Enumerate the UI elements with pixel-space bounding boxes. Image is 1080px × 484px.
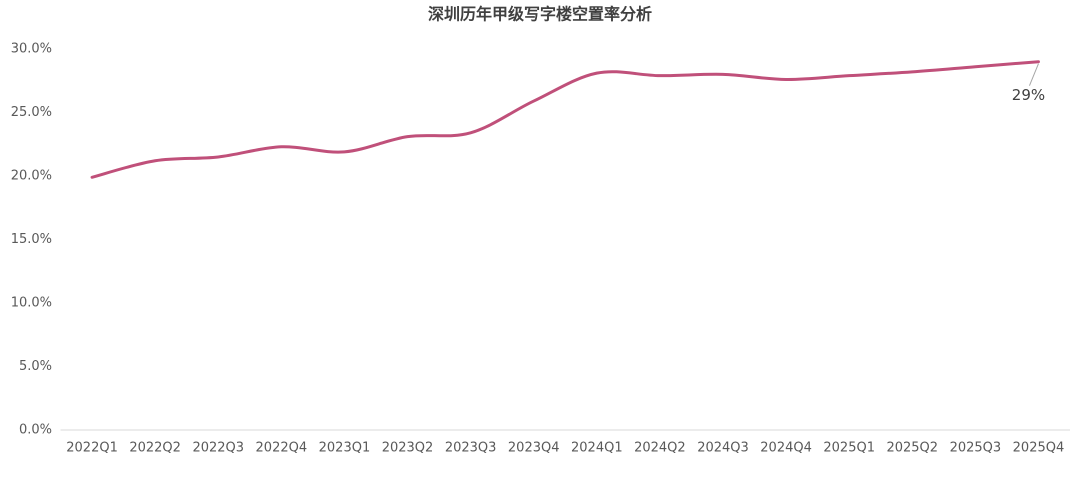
x-tick-label: 2025Q2 [886,441,938,456]
y-tick-label: 10.0% [11,296,52,311]
y-tick-label: 30.0% [11,42,52,57]
x-tick-label: 2023Q2 [382,441,434,456]
leader-line [1028,63,1039,86]
y-tick-label: 0.0% [19,423,52,438]
chart-title: 深圳历年甲级写字楼空置率分析 [428,5,652,24]
x-tick-label: 2024Q3 [697,441,749,456]
x-tick-label: 2023Q3 [445,441,497,456]
line [90,60,1040,179]
y-tick-label: 15.0% [11,232,52,247]
data-label: 29% [1012,86,1045,104]
x-tick-label: 2024Q1 [571,441,623,456]
x-tick-label: 2025Q4 [1013,441,1065,456]
y-tick-label: 5.0% [19,359,52,374]
y-tick-label: 25.0% [11,105,52,120]
x-tick-label: 2022Q2 [129,441,181,456]
x-tick-label: 2023Q1 [319,441,371,456]
y-tick-label: 20.0% [11,169,52,184]
x-tick-label: 2025Q3 [950,441,1002,456]
x-tick-label: 2022Q1 [66,441,118,456]
x-tick-label: 2022Q3 [192,441,244,456]
x-tick-label: 2022Q4 [256,441,308,456]
x-tick-label: 2024Q2 [634,441,686,456]
x-tick-label: 2025Q1 [823,441,875,456]
x-tick-label: 2024Q4 [760,441,812,456]
x-tick-label: 2023Q4 [508,441,560,456]
